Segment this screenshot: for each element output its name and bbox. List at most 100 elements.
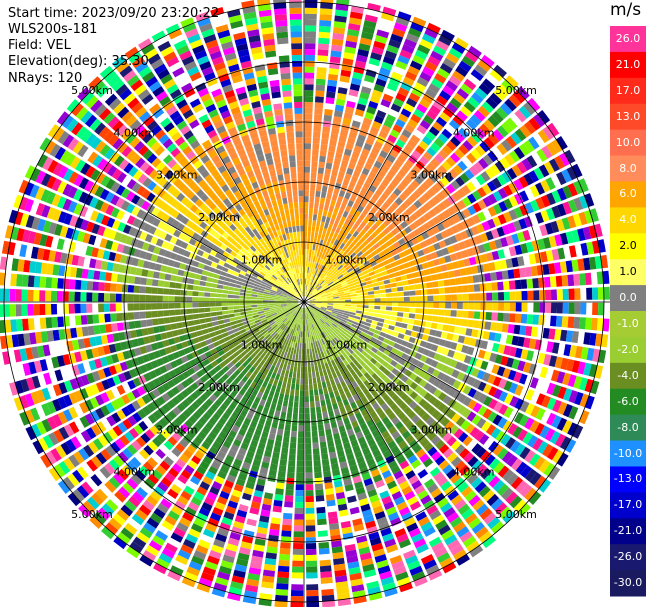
velocity-gate [217, 527, 229, 537]
velocity-gate [269, 321, 276, 327]
velocity-gate [278, 313, 285, 318]
velocity-gate [127, 518, 141, 531]
velocity-gate [503, 198, 513, 210]
velocity-gate [339, 515, 350, 523]
velocity-gate [99, 466, 112, 479]
velocity-gate [339, 406, 346, 414]
velocity-gate [155, 557, 170, 570]
velocity-gate [363, 569, 377, 578]
velocity-gate [544, 222, 554, 235]
velocity-gate [238, 337, 245, 344]
velocity-gate [89, 336, 97, 347]
velocity-gate [356, 535, 368, 544]
velocity-gate [430, 488, 442, 499]
velocity-gate [578, 178, 589, 193]
velocity-gate [374, 510, 386, 520]
velocity-gate [196, 348, 205, 356]
velocity-gate [406, 139, 417, 149]
velocity-gate [305, 325, 307, 332]
velocity-gate [245, 296, 252, 300]
velocity-gate [120, 504, 134, 517]
velocity-gate [545, 368, 554, 381]
velocity-gate [225, 435, 235, 444]
velocity-gate [402, 76, 415, 87]
velocity-gate [30, 423, 42, 438]
velocity-gate [378, 411, 387, 420]
velocity-gate [236, 509, 248, 518]
velocity-gate [465, 118, 478, 131]
velocity-gate [556, 187, 567, 201]
velocity-gate [318, 37, 330, 45]
velocity-gate [462, 285, 469, 293]
velocity-gate [542, 237, 552, 249]
velocity-gate [315, 315, 320, 321]
velocity-gate [515, 302, 522, 312]
velocity-gate [480, 253, 488, 263]
velocity-gate [356, 363, 363, 371]
velocity-gate [503, 312, 510, 322]
velocity-gate [45, 235, 54, 248]
velocity-gate [493, 64, 507, 78]
velocity-gate [333, 260, 340, 267]
velocity-gate [483, 395, 493, 407]
velocity-gate [580, 346, 589, 360]
velocity-gate [130, 357, 140, 367]
velocity-gate [5, 257, 14, 271]
velocity-gate [104, 462, 116, 475]
velocity-gate [368, 463, 378, 472]
velocity-gate [293, 311, 298, 317]
velocity-gate [391, 367, 400, 376]
velocity-gate [368, 100, 379, 110]
velocity-gate [365, 176, 374, 185]
velocity-gate [307, 354, 310, 361]
velocity-gate [295, 330, 298, 337]
velocity-gate [347, 458, 357, 467]
velocity-gate [369, 184, 377, 193]
velocity-gate [568, 288, 575, 300]
velocity-gate [432, 99, 445, 111]
velocity-gate [152, 271, 160, 279]
velocity-gate [134, 452, 146, 464]
velocity-gate [304, 131, 312, 138]
velocity-gate [319, 19, 332, 27]
velocity-gate [81, 462, 94, 476]
velocity-gate [449, 424, 460, 435]
velocity-gate [252, 312, 259, 316]
velocity-gate [279, 362, 284, 370]
velocity-gate [498, 201, 508, 212]
velocity-gate [212, 381, 221, 390]
velocity-gate [151, 318, 159, 326]
velocity-gate [281, 530, 292, 538]
velocity-gate [459, 327, 467, 335]
velocity-gate [308, 267, 312, 274]
velocity-gate [19, 395, 30, 409]
velocity-gate [349, 83, 361, 92]
velocity-gate [264, 401, 272, 409]
velocity-gate [316, 506, 326, 514]
velocity-gate [397, 113, 409, 123]
velocity-gate [472, 274, 480, 283]
velocity-gate [479, 232, 489, 243]
velocity-gate [196, 330, 204, 337]
velocity-gate [71, 254, 80, 266]
velocity-gate [506, 514, 520, 528]
velocity-gate [274, 594, 288, 602]
velocity-gate [347, 283, 355, 288]
velocity-gate [106, 377, 116, 388]
velocity-gate [358, 353, 366, 360]
velocity-gate [214, 501, 226, 511]
velocity-gate [270, 331, 277, 337]
velocity-gate [399, 460, 410, 470]
velocity-gate [246, 313, 253, 318]
velocity-gate [333, 303, 340, 306]
velocity-gate [262, 320, 269, 326]
velocity-gate [561, 169, 572, 183]
velocity-gate [337, 400, 344, 409]
velocity-gate [572, 213, 582, 227]
velocity-gate [433, 352, 442, 361]
velocity-gate [505, 135, 518, 149]
velocity-gate [52, 398, 62, 412]
velocity-gate [486, 180, 497, 192]
velocity-gate [444, 287, 451, 294]
velocity-gate [361, 148, 370, 157]
